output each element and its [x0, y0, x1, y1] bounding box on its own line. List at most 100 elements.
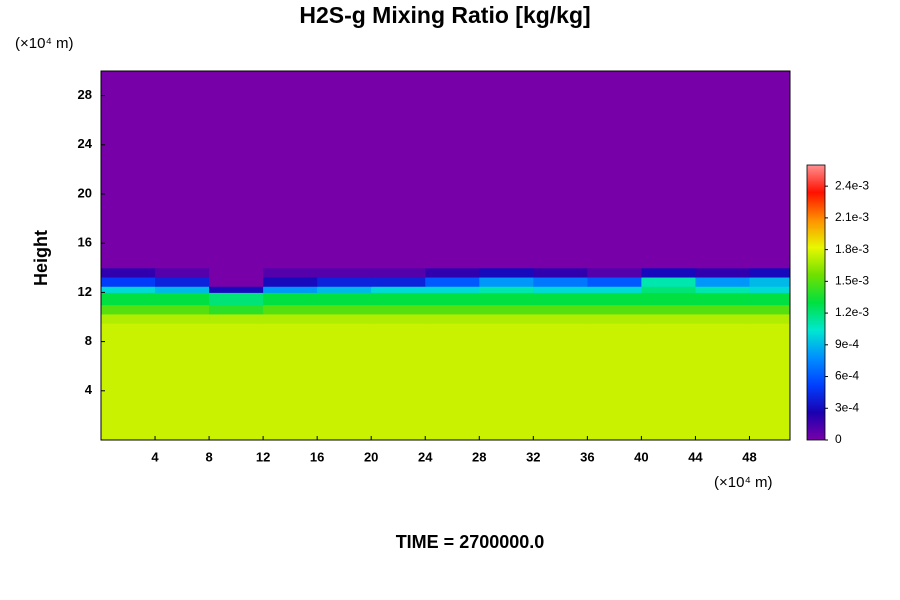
cell: [209, 323, 264, 441]
cell: [155, 286, 210, 293]
cell: [533, 304, 588, 315]
cell: [317, 304, 372, 315]
cell: [641, 292, 696, 306]
cell: [533, 313, 588, 324]
cell: [317, 286, 372, 293]
cell: [749, 304, 791, 315]
cell: [587, 267, 642, 278]
cell: [317, 71, 372, 269]
y-tick-label: 20: [78, 185, 92, 200]
plot-frame: [100, 70, 791, 441]
chart-title: H2S-g Mixing Ratio [kg/kg]: [299, 2, 590, 28]
cell: [479, 304, 534, 315]
cell: [533, 267, 588, 278]
cell: [263, 304, 318, 315]
x-tick-label: 32: [526, 449, 540, 464]
colorbar-tick-label: 0: [835, 432, 842, 446]
x-tick-label: 12: [256, 449, 270, 464]
x-unit: (×10⁴ m): [714, 474, 773, 491]
cell: [587, 304, 642, 315]
cell: [155, 277, 210, 287]
cell: [425, 323, 480, 441]
cell: [641, 304, 696, 315]
cell: [101, 277, 156, 287]
cell: [425, 292, 480, 306]
cell: [155, 292, 210, 306]
cell: [371, 313, 426, 324]
cell: [533, 277, 588, 287]
cell: [641, 267, 696, 278]
cell: [209, 71, 264, 269]
colorbar-tick-label: 2.1e-3: [835, 210, 869, 224]
cell: [749, 267, 791, 278]
cell: [695, 304, 750, 315]
colorbar-tick-label: 1.2e-3: [835, 305, 869, 319]
y-axis-label: Height: [31, 230, 51, 286]
cell: [101, 286, 156, 293]
cell: [263, 313, 318, 324]
cell: [425, 277, 480, 287]
cell: [209, 267, 264, 278]
y-tick-label: 24: [78, 136, 93, 151]
cell: [371, 267, 426, 278]
cell: [695, 286, 750, 293]
colorbar-tick-label: 1.5e-3: [835, 274, 869, 288]
colorbar-tick-label: 6e-4: [835, 369, 859, 383]
cell: [371, 304, 426, 315]
cell: [101, 304, 156, 315]
cell: [425, 304, 480, 315]
x-tick-label: 44: [688, 449, 703, 464]
cell: [695, 277, 750, 287]
cell: [587, 292, 642, 306]
cell: [371, 71, 426, 269]
cell: [155, 71, 210, 269]
cell: [101, 323, 156, 441]
cell: [425, 267, 480, 278]
x-tick-label: 36: [580, 449, 594, 464]
cell: [533, 286, 588, 293]
cell: [317, 267, 372, 278]
y-tick-label: 28: [78, 87, 92, 102]
cell: [425, 71, 480, 269]
cell: [587, 71, 642, 269]
cell: [749, 286, 791, 293]
colorbar-tick-label: 2.4e-3: [835, 178, 869, 192]
x-tick-label: 8: [205, 449, 212, 464]
cell: [209, 286, 264, 293]
cell: [641, 71, 696, 269]
cell: [533, 292, 588, 306]
cell: [101, 313, 156, 324]
cell: [317, 323, 372, 441]
cell: [749, 277, 791, 287]
cell: [155, 267, 210, 278]
cell: [263, 292, 318, 306]
x-tick-label: 48: [742, 449, 756, 464]
x-tick-label: 28: [472, 449, 486, 464]
cell: [155, 313, 210, 324]
cell: [209, 277, 264, 287]
cell: [479, 323, 534, 441]
y-tick-label: 16: [78, 235, 92, 250]
plot-area: [101, 71, 791, 441]
cell: [695, 71, 750, 269]
cell: [155, 323, 210, 441]
cell: [209, 313, 264, 324]
cell: [317, 313, 372, 324]
cell: [101, 267, 156, 278]
cell: [209, 292, 264, 306]
cell: [263, 277, 318, 287]
cell: [641, 313, 696, 324]
cell: [479, 286, 534, 293]
cell: [479, 277, 534, 287]
cell: [533, 323, 588, 441]
x-tick-label: 40: [634, 449, 648, 464]
cell: [749, 292, 791, 306]
cell: [155, 304, 210, 315]
y-unit: (×10⁴ m): [15, 35, 74, 52]
cell: [101, 292, 156, 306]
colorbar-tick-label: 3e-4: [835, 400, 859, 414]
cell: [425, 313, 480, 324]
cell: [371, 286, 426, 293]
